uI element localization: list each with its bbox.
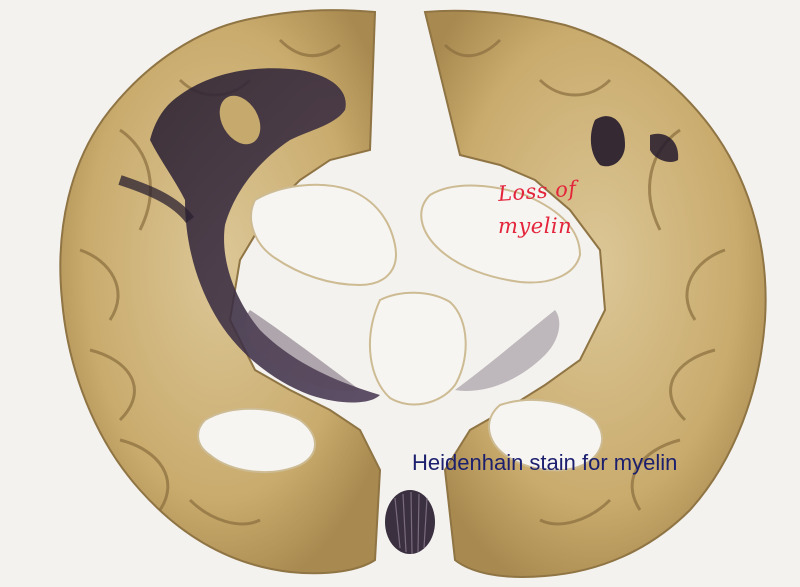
right-temporal-horn (488, 399, 604, 472)
internal-capsule-right (455, 310, 560, 391)
loss-label-line1: Loss of (497, 176, 578, 206)
left-myelin-stain (150, 68, 380, 403)
right-gyri-contours (443, 38, 726, 526)
right-myelin-patch-2 (650, 133, 679, 162)
right-myelin-patch (590, 116, 625, 167)
left-stain-oval (219, 95, 261, 145)
loss-label-line2: myelin (498, 214, 573, 238)
brainstem (385, 490, 435, 554)
internal-capsule-left (245, 310, 360, 391)
loss-of-myelin-annotation: Loss of myelin (497, 177, 610, 242)
stain-caption: Heidenhain stain for myelin (412, 450, 678, 475)
left-myelin-stream (118, 175, 194, 224)
right-ventricle (420, 184, 582, 284)
third-ventricle (369, 291, 467, 406)
brainstem-striations (394, 491, 428, 555)
left-ventricle (250, 183, 397, 287)
left-temporal-horn (197, 407, 316, 473)
